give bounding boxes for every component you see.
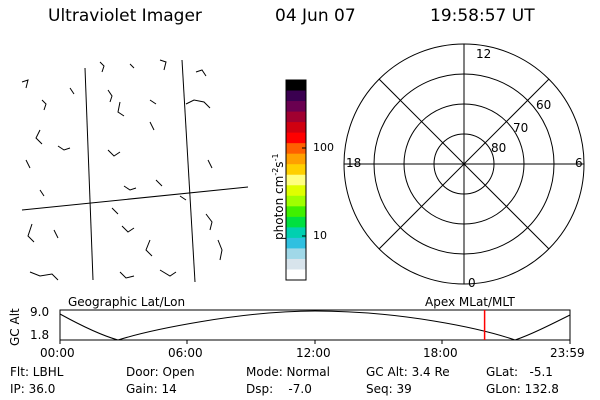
color-scale-swatch [286, 237, 306, 249]
time-tick-label: 06:00 [168, 346, 203, 360]
color-scale-swatch [286, 269, 306, 281]
info-mode: Mode: Normal [246, 365, 330, 379]
map-meridian-line [181, 59, 196, 283]
polar-label-mlt-0: 0 [468, 276, 476, 290]
geographic-label: Geographic Lat/Lon [68, 295, 186, 309]
info-glon: GLon: 132.8 [486, 382, 559, 396]
polar-label-mlt-18: 18 [346, 156, 362, 170]
time-tick-label: 23:59 [550, 346, 585, 360]
polar-label-mlt-6: 6 [575, 156, 583, 170]
info-gc-alt: GC Alt: 3.4 Re [366, 365, 450, 379]
info-ip: IP: 36.0 [10, 382, 56, 396]
color-scale-swatch [286, 80, 306, 92]
color-scale-bar [286, 80, 306, 281]
time-tick-label: 00:00 [40, 346, 75, 360]
color-scale-swatch [286, 174, 306, 186]
polar-label-lat-80: 80 [491, 141, 507, 155]
color-scale-swatch [286, 206, 306, 218]
info-filter: Flt: LBHL [10, 365, 64, 379]
map-coastline-fragments [21, 59, 223, 281]
color-scale-swatch [286, 101, 306, 113]
polar-label-lat-60: 60 [536, 98, 552, 112]
polar-label-mlt-12: 12 [476, 47, 492, 61]
color-scale-swatch [286, 248, 306, 260]
polar-axis-diagonal [378, 78, 550, 250]
color-scale-swatch [286, 90, 306, 102]
polar-label-lat-70: 70 [513, 121, 529, 135]
color-scale-swatch [286, 216, 306, 228]
color-scale-swatch [286, 143, 306, 155]
color-scale-swatch [286, 153, 306, 165]
color-scale-swatch [286, 195, 306, 207]
geographic-map [21, 59, 249, 283]
color-scale-swatch [286, 164, 306, 176]
info-gain: Gain: 14 [126, 382, 177, 396]
color-scale-swatch [286, 122, 306, 134]
time-tick-label: 18:00 [423, 346, 458, 360]
altitude-tick-label: 9.0 [30, 305, 50, 319]
map-latitude-line [21, 186, 249, 211]
date-label: 04 Jun 07 [275, 6, 356, 26]
altitude-tick-label: 1.8 [30, 328, 50, 342]
time-tick-label: 12:00 [296, 346, 331, 360]
info-glat: GLat: -5.1 [486, 365, 553, 379]
info-door: Door: Open [126, 365, 195, 379]
color-scale-swatch [286, 132, 306, 144]
altitude-strip-frame [59, 309, 571, 341]
instrument-title: Ultraviolet Imager [48, 6, 202, 26]
color-scale-swatch [286, 185, 306, 197]
colorbar-tick-label: 10 [313, 229, 327, 242]
altitude-curve [59, 310, 571, 341]
apex-label: Apex MLat/MLT [425, 295, 515, 309]
color-scale-frame [285, 79, 307, 281]
time-label: 19:58:57 UT [430, 6, 535, 26]
altitude-axis-label: GC Alt [8, 308, 22, 346]
info-dsp: Dsp: -7.0 [246, 382, 312, 396]
colorbar-tick-label: 100 [313, 141, 334, 154]
altitude-x-ticks [59, 340, 571, 344]
colorbar-label: photon cm-2s-1 [271, 153, 286, 240]
color-scale-swatch [286, 258, 306, 270]
polar-plot [343, 43, 585, 285]
color-scale-swatch [286, 111, 306, 123]
color-scale-swatch [286, 227, 306, 239]
map-meridian-line [84, 67, 94, 281]
info-seq: Seq: 39 [366, 382, 412, 396]
